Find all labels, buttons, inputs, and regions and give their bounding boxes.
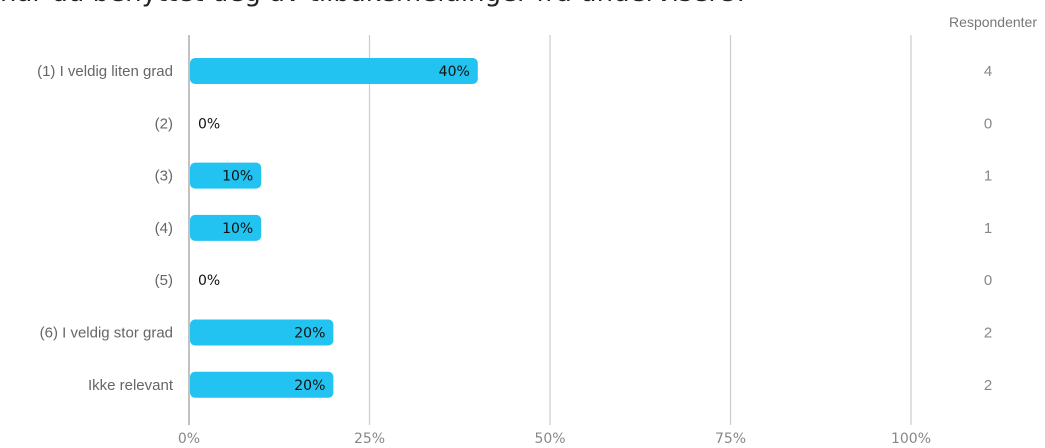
respondent-count: 0 xyxy=(984,115,992,132)
x-tick-label: 50% xyxy=(534,431,565,447)
respondent-count: 1 xyxy=(984,220,992,237)
category-label: Ikke relevant xyxy=(88,377,174,394)
respondent-count: 2 xyxy=(984,325,992,342)
category-label: (1) I veldig liten grad xyxy=(37,63,173,80)
x-tick-label: 100% xyxy=(891,431,931,447)
x-tick-label: 75% xyxy=(715,431,746,447)
question-title: har du benyttet deg av tilbakemeldinger … xyxy=(0,0,748,8)
x-tick-label: 0% xyxy=(178,431,200,447)
category-label: (6) I veldig stor grad xyxy=(40,325,173,342)
category-label: (5) xyxy=(155,272,173,289)
bar-value-label: 40% xyxy=(439,64,470,80)
bar-value-label: 0% xyxy=(198,116,220,132)
bar xyxy=(190,371,334,398)
bar-value-label: 10% xyxy=(222,221,253,237)
bar xyxy=(190,214,262,241)
bar xyxy=(190,162,262,189)
respondent-count: 2 xyxy=(984,377,992,394)
category-label: (4) xyxy=(155,220,173,237)
bar-value-label: 20% xyxy=(294,326,325,342)
respondent-count: 4 xyxy=(984,63,992,80)
category-label: (3) xyxy=(155,168,173,185)
respondent-count: 0 xyxy=(984,272,992,289)
category-label: (2) xyxy=(155,115,173,132)
bar-value-label: 10% xyxy=(222,169,253,185)
bar-value-label: 0% xyxy=(198,273,220,289)
bar xyxy=(190,319,334,346)
respondents-header: Respondenter xyxy=(949,14,1037,30)
respondent-count: 1 xyxy=(984,168,992,185)
bar-value-label: 20% xyxy=(294,378,325,394)
bar xyxy=(190,58,478,84)
x-tick-label: 25% xyxy=(354,431,385,447)
